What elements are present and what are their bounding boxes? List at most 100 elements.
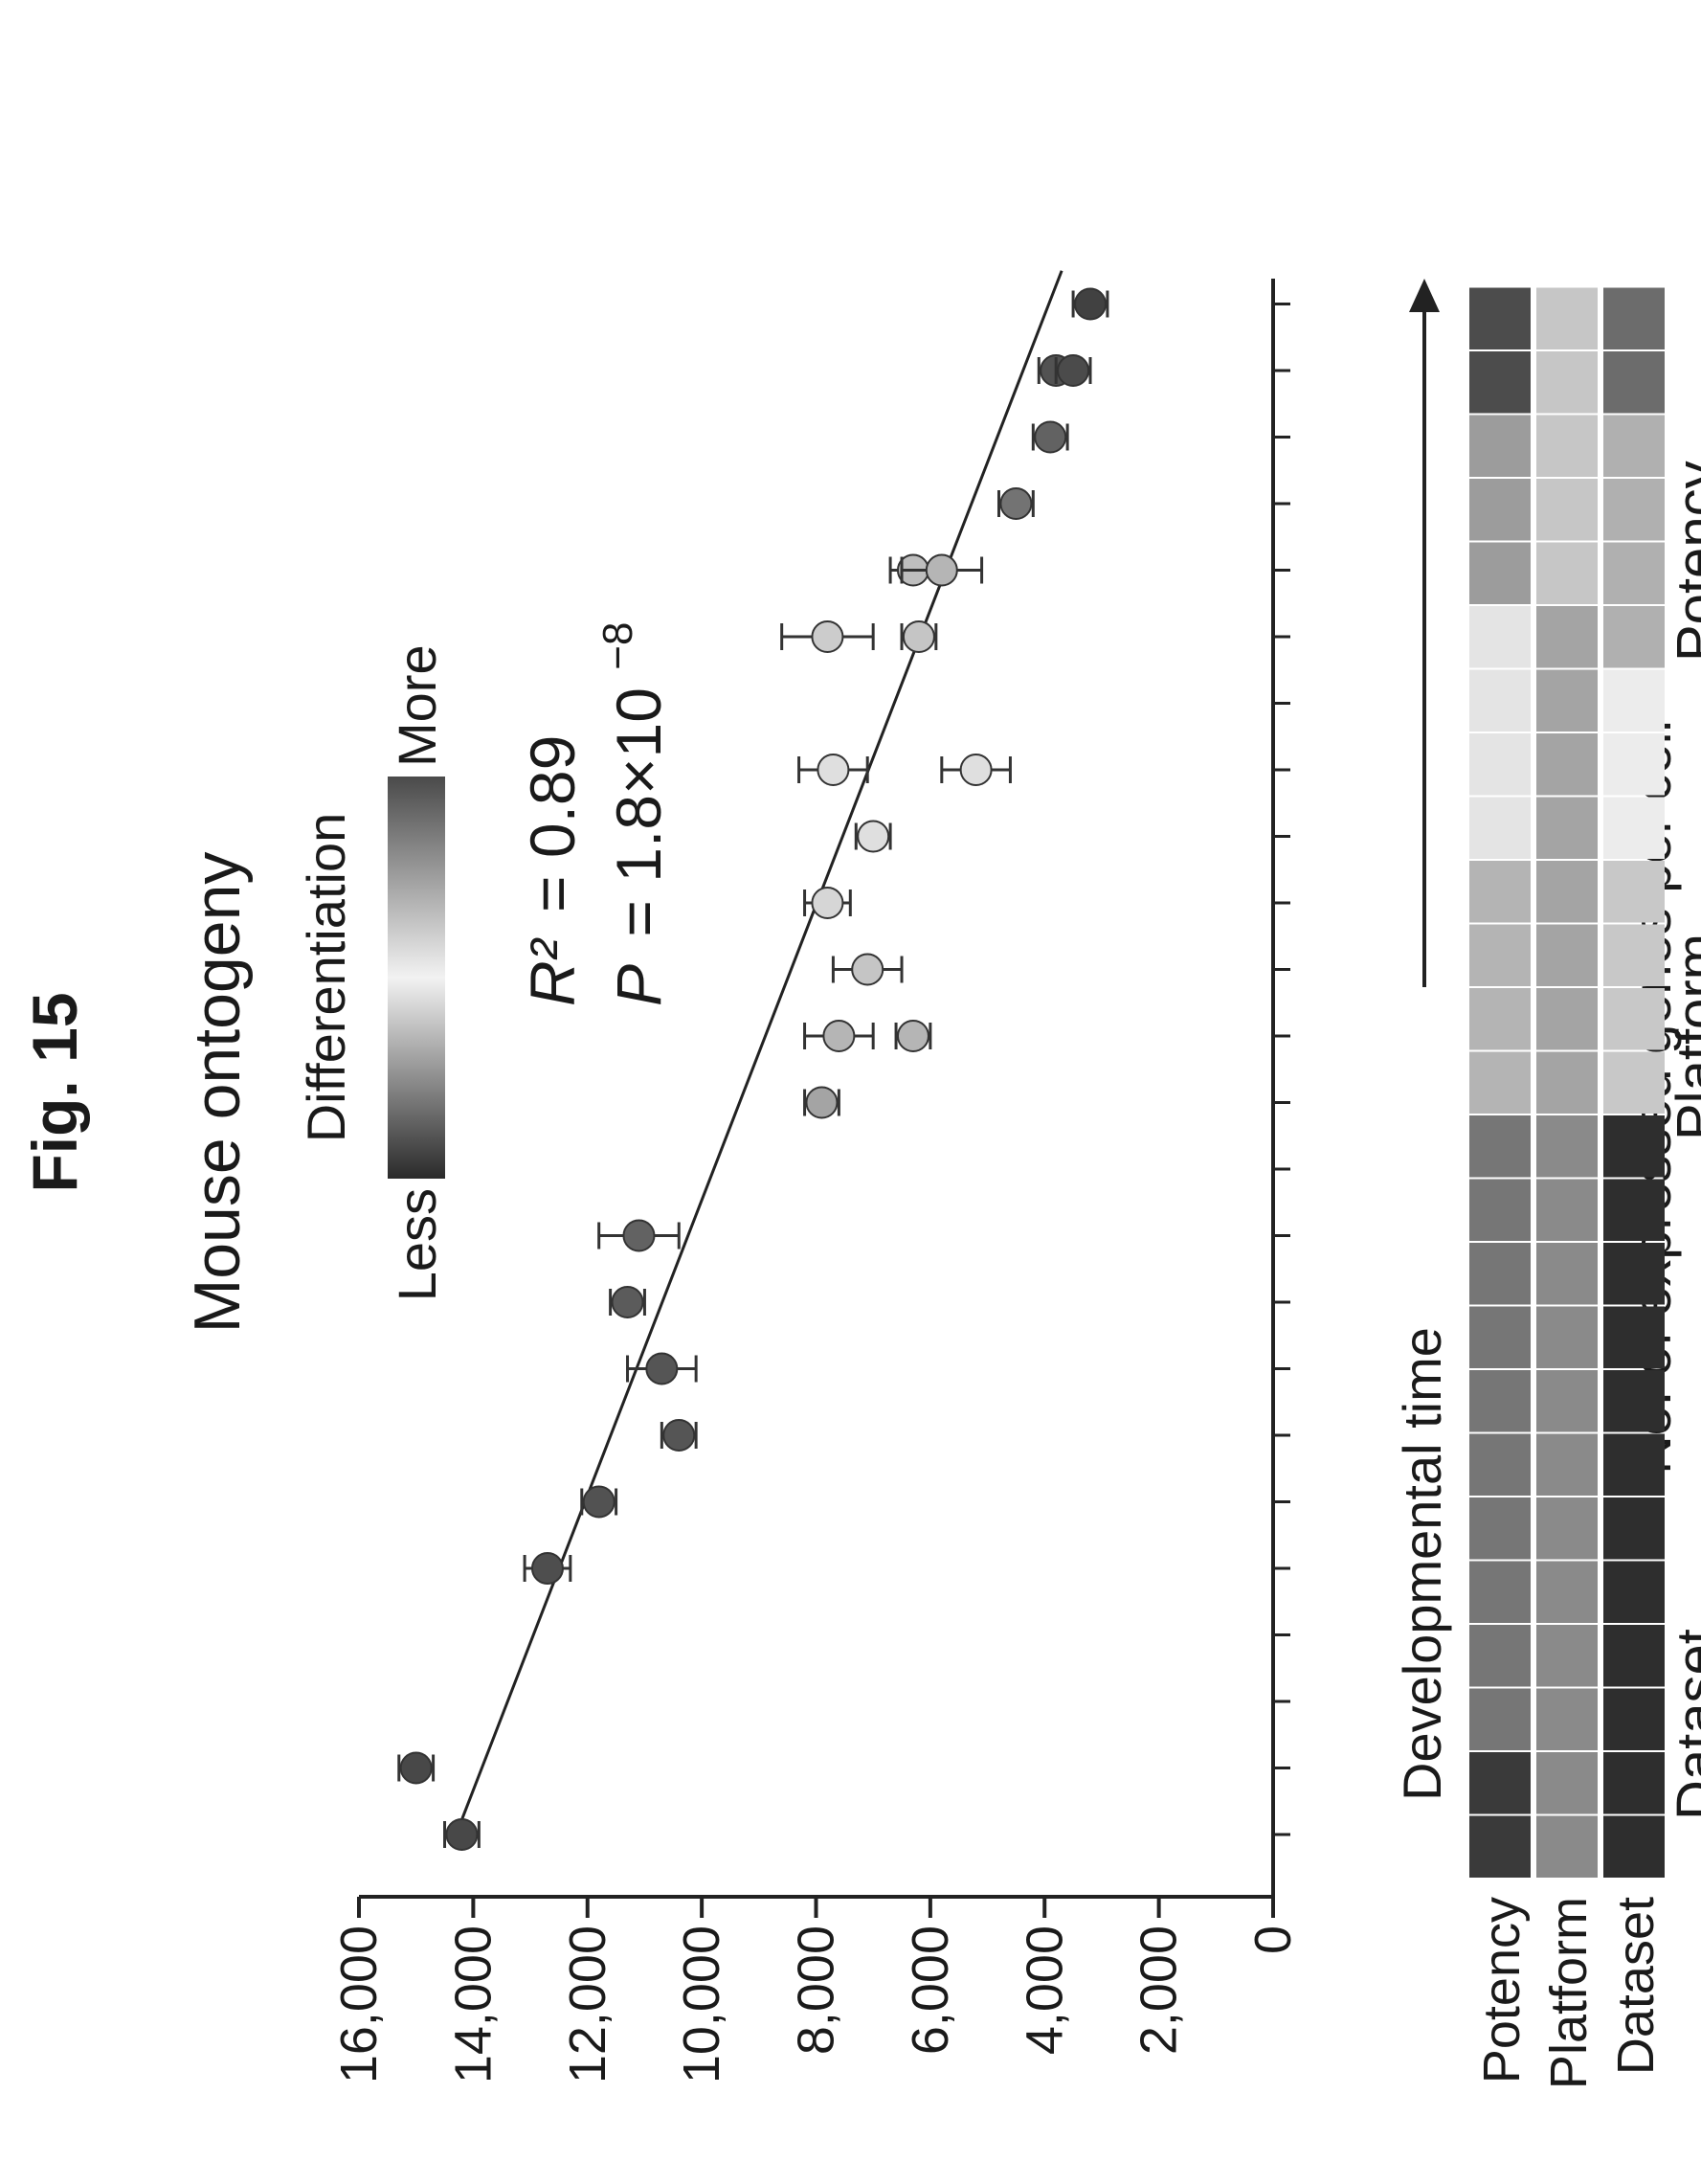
- annotation-cell: [1536, 1752, 1598, 1814]
- data-points: [397, 287, 1109, 1851]
- data-point: [1054, 354, 1092, 387]
- annotation-cell: [1536, 606, 1598, 668]
- annotation-cell: [1536, 415, 1598, 477]
- point-marker: [805, 1086, 839, 1119]
- annotation-cell: [1603, 797, 1665, 859]
- point-marker: [1057, 354, 1090, 387]
- annotation-cell: [1603, 924, 1665, 986]
- annotation-cell: [1603, 1625, 1665, 1687]
- color-scale-title: Differentiation: [296, 813, 356, 1143]
- point-marker: [811, 620, 844, 653]
- annotation-cell: [1536, 1625, 1598, 1687]
- annotation-cell: [1469, 669, 1531, 732]
- annotation-cell: [1536, 1115, 1598, 1178]
- data-point: [609, 1286, 646, 1318]
- p-value-exponent: −8: [594, 622, 641, 670]
- annotation-cell: [1603, 287, 1665, 349]
- annotation-cell: [1469, 1179, 1531, 1241]
- annotation-cell: [1536, 1815, 1598, 1878]
- data-point: [1031, 420, 1069, 454]
- y-tick-label: 4,000: [1016, 1925, 1073, 2055]
- data-point: [797, 754, 869, 786]
- data-point: [803, 887, 852, 919]
- annotation-cell: [1469, 1815, 1531, 1878]
- svg-text:P = 1.8×10 −8: P = 1.8×10 −8: [594, 622, 674, 1006]
- annotation-cell: [1603, 542, 1665, 604]
- color-scale-high-label: More: [387, 644, 447, 767]
- annotation-cell: [1536, 797, 1598, 859]
- legend-section-title: Potency: [1666, 461, 1701, 662]
- annotation-cell: [1536, 733, 1598, 796]
- data-point: [854, 820, 892, 853]
- point-marker: [857, 820, 890, 853]
- point-marker: [1074, 287, 1107, 321]
- annotation-cell: [1603, 1179, 1665, 1241]
- legend-section: PlatformTang et al.C1Smart-seq2: [1666, 934, 1701, 1140]
- annotation-cell: [1469, 1306, 1531, 1368]
- annotation-cell: [1469, 415, 1531, 477]
- annotation-cell: [1536, 351, 1598, 414]
- annotation-cell: [1469, 1497, 1531, 1560]
- point-marker: [925, 553, 958, 587]
- annotation-cell: [1603, 1051, 1665, 1114]
- annotation-cell: [1603, 1688, 1665, 1750]
- annotation-cell: [1469, 1433, 1531, 1496]
- point-marker: [1034, 420, 1067, 454]
- data-point: [940, 754, 1012, 786]
- annotation-cell: [1603, 669, 1665, 732]
- annotation-cell: [1469, 351, 1531, 414]
- p-value-label: P: [603, 964, 674, 1006]
- annotation-cell: [1536, 1306, 1598, 1368]
- point-marker: [822, 1020, 856, 1052]
- annotation-cell: [1536, 479, 1598, 541]
- annotation-cell: [1603, 415, 1665, 477]
- r-squared-value: = 0.89: [517, 735, 588, 912]
- annotation-cell: [1469, 1115, 1531, 1178]
- annotation-cell: [1536, 669, 1598, 732]
- r-squared-label: R²: [517, 937, 588, 1006]
- annotation-cell: [1469, 924, 1531, 986]
- annotation-cell: [1469, 1243, 1531, 1305]
- legend-section-title: Platform: [1666, 934, 1701, 1140]
- arrowhead-icon: [1409, 279, 1440, 312]
- y-axis: 0 2,000 4,000 6,000 8,000 10,000 12,000 14,000 1…: [330, 1895, 1302, 2083]
- data-point: [443, 1818, 481, 1851]
- stats-annotation: R² = 0.89 P = 1.8×10 −8: [517, 622, 674, 1006]
- point-marker: [999, 487, 1033, 520]
- annotation-cell: [1536, 988, 1598, 1050]
- annotation-cell: [1603, 1815, 1665, 1878]
- point-marker: [445, 1818, 479, 1851]
- annotation-rows: Potency Platform Dataset: [1469, 287, 1665, 2089]
- annotation-cell: [1536, 924, 1598, 986]
- data-point: [397, 1751, 436, 1785]
- p-value-value: = 1.8×10: [603, 687, 674, 937]
- annotation-cell: [1469, 1051, 1531, 1114]
- annotation-cell: [1469, 1561, 1531, 1623]
- y-tick-label: 2,000: [1130, 1925, 1188, 2055]
- annotation-cell: [1469, 1688, 1531, 1750]
- annotation-cell: [1536, 861, 1598, 923]
- point-marker: [817, 754, 850, 786]
- point-marker: [662, 1419, 696, 1452]
- point-marker: [902, 620, 935, 653]
- data-point: [900, 553, 984, 587]
- color-scale-low-label: Less: [387, 1188, 447, 1301]
- x-axis: [1271, 279, 1290, 1897]
- annotation-cell: [1469, 988, 1531, 1050]
- y-tick-label: 0: [1244, 1925, 1302, 1954]
- annotation-cell: [1469, 1370, 1531, 1432]
- y-tick-label: 16,000: [330, 1925, 388, 2083]
- annotation-cell: [1536, 1179, 1598, 1241]
- annotation-cell: [1469, 797, 1531, 859]
- data-point: [523, 1552, 572, 1585]
- annotation-cell: [1536, 1497, 1598, 1560]
- annotation-cell: [1469, 1752, 1531, 1814]
- svg-text:R² = 0.89: R² = 0.89: [517, 735, 588, 1006]
- annotation-cell: [1603, 1752, 1665, 1814]
- point-marker: [582, 1485, 615, 1519]
- annotation-row-label: Dataset: [1607, 1897, 1665, 2075]
- annotation-cell: [1536, 1051, 1598, 1114]
- annotation-cell: [1603, 479, 1665, 541]
- color-scale-bar: [388, 777, 445, 1179]
- point-marker: [959, 754, 993, 786]
